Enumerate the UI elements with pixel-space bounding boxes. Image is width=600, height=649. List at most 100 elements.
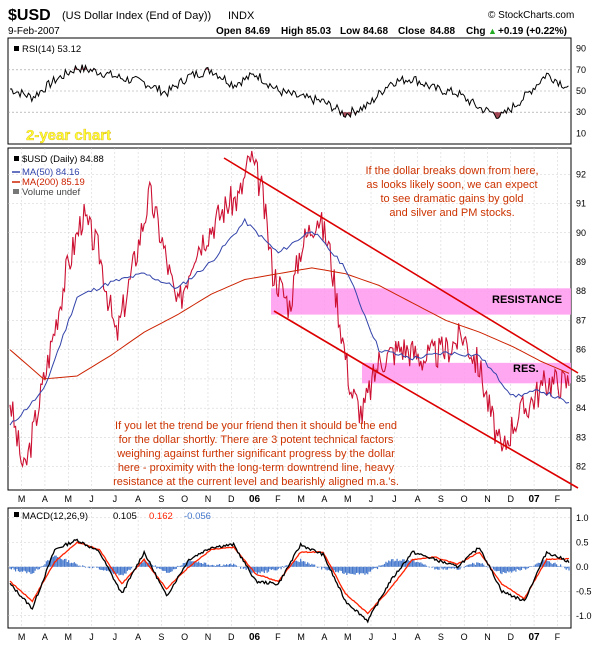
downtrend-line-channel (371, 368, 579, 489)
macd-x-axis: M A M J J A S O N D 06 F M A M J J A S O N D 07 F (18, 632, 561, 643)
rsi-y-tick: 70 (576, 65, 586, 75)
price-x-tick: A (321, 494, 327, 504)
macd-x-tick: F (555, 632, 561, 642)
macd-legend-name: MACD(12,26,9) (22, 511, 88, 522)
annotation-top-line-2: as looks likely soon, we can expect (366, 179, 537, 191)
annotation-bottom: If you let the trend be your friend then… (113, 420, 399, 488)
price-x-tick: O (181, 494, 188, 504)
annotation-bottom-line-4: here - proximity with the long-term down… (118, 462, 395, 474)
price-y-axis: 82 83 84 85 86 87 88 89 90 91 92 (576, 169, 586, 471)
open-label: Open (216, 26, 242, 37)
macd-panel: -1.0 -0.5 0.0 0.5 1.0 M A M J J A S O N D 06 F M A M J J A S O N… (7, 507, 592, 643)
macd-y-axis: -1.0 -0.5 0.0 0.5 1.0 (576, 513, 592, 621)
rsi-line (9, 64, 569, 119)
price-panel-frame (7, 147, 572, 491)
open-value: 84.69 (245, 26, 270, 37)
rsi-legend: RSI(14) 53.12 (22, 44, 81, 55)
annotation-top-line-4: and silver and PM stocks. (389, 207, 514, 219)
high-label: High (281, 26, 303, 37)
macd-x-tick: A (321, 632, 327, 642)
price-y-tick: 82 (576, 462, 586, 472)
annotation-bottom-line-1: If you let the trend be your friend then… (115, 420, 397, 432)
macd-x-tick: 07 (529, 632, 541, 643)
macd-x-tick: J (369, 632, 374, 642)
annotation-bottom-line-3: weighing against further significant pro… (116, 448, 395, 460)
rsi-y-tick: 30 (576, 107, 586, 117)
macd-histogram (9, 555, 570, 576)
macd-x-tick: M (344, 632, 352, 642)
symbol: $USD (8, 7, 51, 24)
price-x-tick: D (228, 494, 235, 504)
price-x-tick: D (508, 494, 515, 504)
close-label: Close (398, 26, 426, 37)
downtrend-line-lower (273, 310, 373, 370)
macd-legend-swatch (14, 512, 19, 517)
rsi-y-tick: 90 (576, 44, 586, 54)
price-x-tick: J (89, 494, 94, 504)
macd-y-tick: 1.0 (576, 513, 589, 523)
macd-x-tick: D (508, 632, 515, 642)
downtrend-line-upper (223, 157, 579, 374)
price-x-tick: A (42, 494, 48, 504)
chg-label: Chg (466, 26, 485, 37)
price-x-tick: N (205, 494, 212, 504)
res-label: RES. (513, 363, 539, 375)
price-y-tick: 92 (576, 169, 586, 179)
price-x-tick: J (392, 494, 397, 504)
exchange: INDX (228, 10, 255, 22)
copyright: © StockCharts.com (488, 10, 574, 21)
price-y-tick: 90 (576, 228, 586, 238)
macd-x-tick: A (135, 632, 141, 642)
price-y-tick: 86 (576, 345, 586, 355)
macd-x-tick: D (228, 632, 235, 642)
chg-value: +0.19 (+0.22%) (498, 26, 567, 37)
res-band (362, 362, 571, 384)
rsi-legend-swatch (14, 46, 19, 51)
macd-x-tick: A (415, 632, 421, 642)
price-y-tick: 83 (576, 432, 586, 442)
legend-volume: Volume undef (22, 187, 80, 198)
rsi-panel: 10 30 50 70 90 RSI(14) 53.12 2-year chart (7, 37, 586, 145)
macd-y-tick: 0.0 (576, 562, 589, 572)
rsi-y-axis: 10 30 50 70 90 (576, 44, 586, 139)
annotation-top: If the dollar breaks down from here, as … (365, 165, 538, 219)
chg-up-arrow: ▲ (488, 26, 497, 36)
macd-y-tick: 0.5 (576, 537, 589, 547)
resistance-band (271, 288, 571, 315)
price-x-tick: F (555, 494, 561, 504)
price-x-tick: A (415, 494, 421, 504)
annotation-bottom-line-2: for the dollar shortly. There are 3 pote… (119, 434, 394, 446)
low-value: 84.68 (363, 26, 388, 37)
macd-x-tick: S (158, 632, 164, 642)
price-x-tick: F (275, 494, 281, 504)
low-label: Low (340, 26, 360, 37)
macd-legend-signal: 0.162 (149, 511, 173, 522)
legend-ma200: MA(200) 85.19 (22, 177, 85, 188)
macd-legend-macd: 0.105 (113, 511, 137, 522)
price-y-tick: 88 (576, 286, 586, 296)
high-value: 85.03 (306, 26, 331, 37)
chart-date: 9-Feb-2007 (8, 26, 60, 37)
chart-header: $USD (US Dollar Index (End of Day)) INDX… (8, 7, 574, 37)
price-x-tick: S (158, 494, 164, 504)
macd-x-tick: S (438, 632, 444, 642)
legend-ma50: MA(50) 84.16 (22, 167, 80, 178)
legend-swatch-price (14, 156, 19, 161)
macd-x-tick: O (181, 632, 188, 642)
price-x-tick: J (369, 494, 374, 504)
macd-x-tick: J (89, 632, 94, 642)
rsi-y-tick: 50 (576, 86, 586, 96)
price-x-tick: J (113, 494, 118, 504)
price-x-tick: N (484, 494, 491, 504)
macd-x-tick: M (64, 632, 72, 642)
macd-x-tick: N (205, 632, 212, 642)
macd-x-tick: J (113, 632, 118, 642)
annotation-top-line-3: to see dramatic gains by gold (380, 193, 523, 205)
price-x-tick: M (344, 494, 352, 504)
macd-legend-hist: -0.056 (184, 511, 211, 522)
annotation-bottom-line-5: resistance at the current level and bear… (113, 476, 399, 488)
price-x-tick: O (461, 494, 468, 504)
price-x-tick: 06 (249, 494, 261, 505)
macd-y-tick: -0.5 (576, 586, 592, 596)
